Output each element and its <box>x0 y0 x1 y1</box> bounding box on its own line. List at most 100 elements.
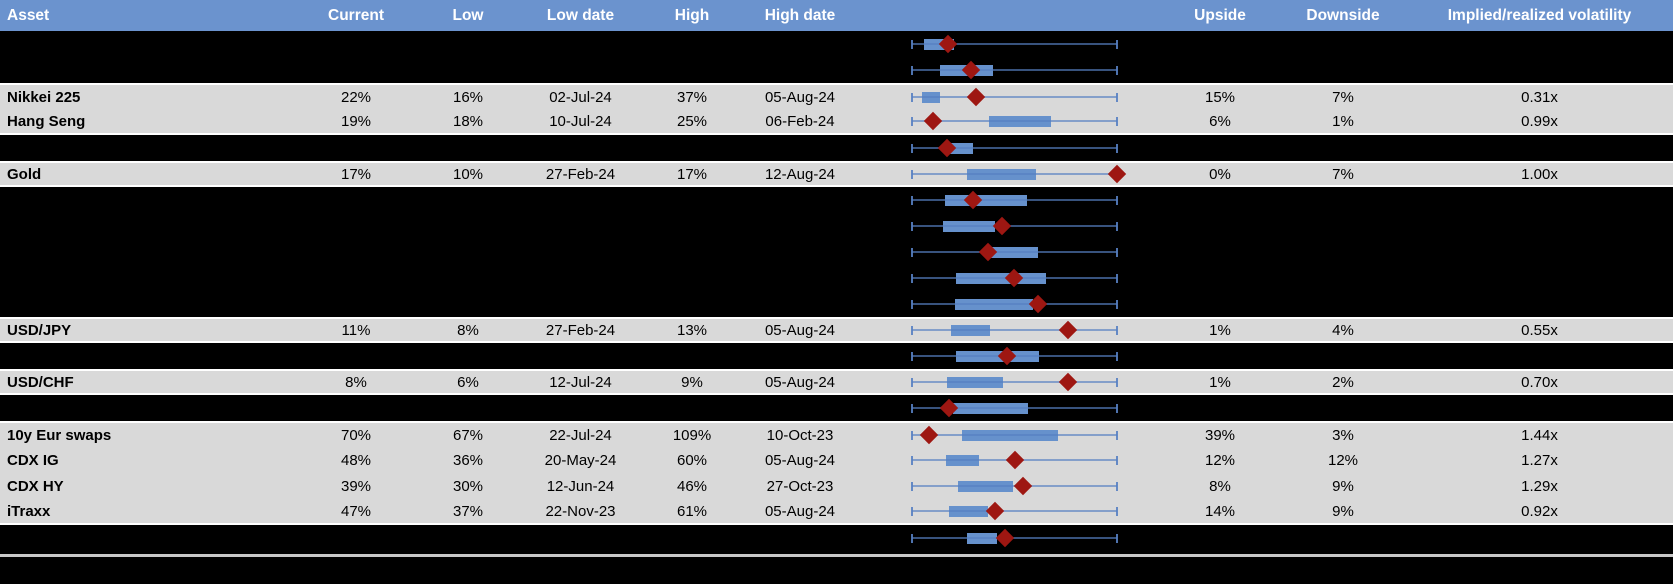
downside-cell <box>1280 239 1406 265</box>
high-date-cell <box>747 31 853 57</box>
upside-cell <box>1160 187 1280 213</box>
boxplot-left-cap <box>911 39 913 49</box>
low-vol-cell <box>412 291 524 317</box>
range-boxplot-cell <box>853 213 1160 239</box>
current-diamond-marker <box>1107 164 1127 184</box>
low-vol-cell <box>412 213 524 239</box>
range-boxplot-cell <box>853 265 1160 291</box>
asset-name-cell: Hang Seng <box>7 112 86 130</box>
current-vol-cell: 17% <box>340 165 372 183</box>
downside-cell <box>1280 265 1406 291</box>
current-vol-cell <box>300 31 412 57</box>
implied-realized-vol-cell <box>1406 57 1673 83</box>
table-body: Nikkei 225 22% 16% 02-Jul-24 37% 05-Aug-… <box>0 31 1673 551</box>
range-boxplot-cell <box>853 163 1160 185</box>
boxplot-right-cap <box>1116 247 1118 257</box>
boxplot-track <box>911 85 1118 109</box>
high-date-cell <box>747 343 853 369</box>
range-boxplot-cell <box>853 525 1160 551</box>
high-vol-cell: 61% <box>676 502 708 520</box>
downside-cell: 7% <box>1332 165 1354 183</box>
boxplot-whisker-line <box>912 434 1117 436</box>
implied-realized-vol-cell <box>1406 291 1673 317</box>
high-date-cell: 06-Feb-24 <box>765 112 835 130</box>
table-row <box>0 343 1673 369</box>
low-vol-cell <box>412 525 524 551</box>
asset-name-cell <box>0 291 300 317</box>
high-date-cell <box>747 213 853 239</box>
boxplot-left-cap <box>911 92 913 102</box>
upside-cell: 1% <box>1209 321 1231 339</box>
boxplot-whisker-line <box>912 147 1117 149</box>
high-vol-cell <box>637 265 747 291</box>
range-boxplot-cell <box>853 423 1160 447</box>
boxplot-track <box>911 31 1118 57</box>
boxplot-track <box>911 395 1118 421</box>
range-boxplot-cell <box>853 85 1160 109</box>
boxplot-track <box>911 265 1118 291</box>
current-vol-cell: 48% <box>340 451 372 469</box>
high-vol-cell: 109% <box>672 426 712 444</box>
table-row: CDX HY 39% 30% 12-Jun-24 46% 27-Oct-23 8… <box>0 473 1673 499</box>
low-vol-cell <box>412 239 524 265</box>
boxplot-left-cap <box>911 455 913 465</box>
boxplot-right-cap <box>1116 65 1118 75</box>
low-vol-cell <box>412 57 524 83</box>
asset-name-cell: CDX IG <box>7 451 59 469</box>
high-vol-cell <box>637 187 747 213</box>
current-diamond-marker <box>1058 372 1078 392</box>
boxplot-left-cap <box>911 533 913 543</box>
boxplot-track <box>911 525 1118 551</box>
low-vol-cell: 67% <box>452 426 484 444</box>
boxplot-whisker-line <box>912 69 1117 71</box>
asset-name-cell: Nikkei 225 <box>7 88 81 106</box>
downside-cell <box>1280 213 1406 239</box>
low-date-cell: 12-Jul-24 <box>549 373 612 391</box>
asset-name-cell <box>0 135 300 161</box>
asset-name-cell <box>0 265 300 291</box>
range-boxplot-cell <box>853 343 1160 369</box>
downside-cell: 2% <box>1332 373 1354 391</box>
boxplot-right-cap <box>1116 143 1118 153</box>
low-vol-cell <box>412 31 524 57</box>
high-date-cell <box>747 187 853 213</box>
column-header-low-date: Low date <box>546 6 615 24</box>
implied-realized-vol-cell <box>1406 265 1673 291</box>
current-vol-cell: 11% <box>341 321 371 339</box>
boxplot-whisker-line <box>912 199 1117 201</box>
low-vol-cell: 36% <box>452 451 484 469</box>
boxplot-track <box>911 291 1118 317</box>
boxplot-right-cap <box>1116 351 1118 361</box>
current-vol-cell <box>300 395 412 421</box>
high-vol-cell: 60% <box>676 451 708 469</box>
current-vol-cell: 70% <box>340 426 372 444</box>
implied-realized-vol-cell: 1.29x <box>1521 477 1558 495</box>
boxplot-left-cap <box>911 377 913 387</box>
boxplot-track <box>911 447 1118 473</box>
table-row <box>0 187 1673 213</box>
asset-name-cell <box>0 525 300 551</box>
high-date-cell: 05-Aug-24 <box>764 451 836 469</box>
high-date-cell <box>747 525 853 551</box>
upside-cell: 14% <box>1204 502 1236 520</box>
boxplot-track <box>911 343 1118 369</box>
low-vol-cell: 10% <box>452 165 484 183</box>
high-vol-cell: 9% <box>681 373 703 391</box>
boxplot-whisker-line <box>912 225 1117 227</box>
low-date-cell <box>524 343 637 369</box>
range-boxplot-cell <box>853 319 1160 341</box>
low-date-cell: 27-Feb-24 <box>545 321 616 339</box>
boxplot-whisker-line <box>912 173 1117 175</box>
high-date-cell: 27-Oct-23 <box>766 477 834 495</box>
table-row: Hang Seng 19% 18% 10-Jul-24 25% 06-Feb-2… <box>0 109 1673 135</box>
implied-realized-vol-cell: 1.00x <box>1521 165 1558 183</box>
boxplot-left-cap <box>911 169 913 179</box>
current-diamond-marker <box>992 216 1012 236</box>
bottom-separator-line <box>0 554 1673 557</box>
range-boxplot-cell <box>853 473 1160 499</box>
boxplot-left-cap <box>911 430 913 440</box>
table-header-row: Asset Current Low Low date High High dat… <box>0 0 1673 31</box>
range-boxplot-cell <box>853 499 1160 523</box>
upside-cell: 8% <box>1209 477 1231 495</box>
